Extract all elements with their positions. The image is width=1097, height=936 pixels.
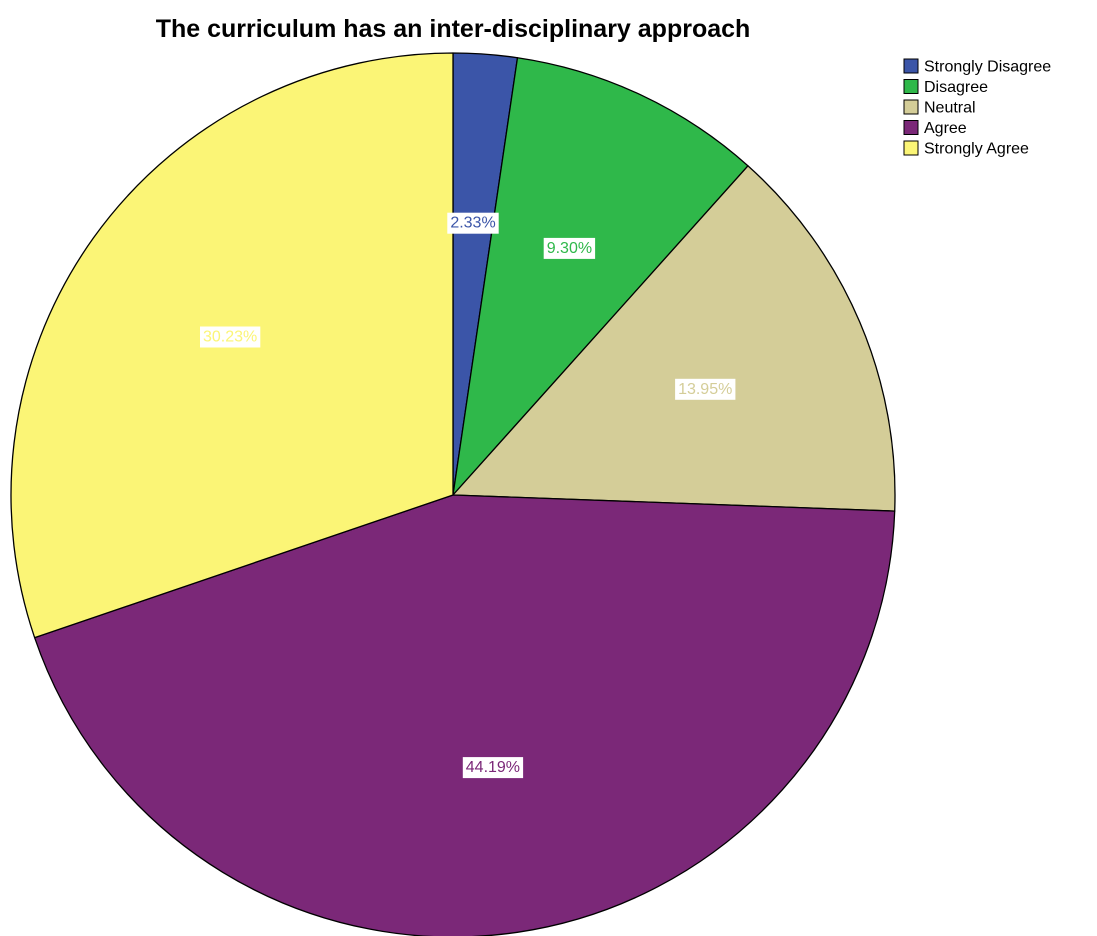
legend-item-agree: Agree [903,120,967,137]
data-label-box [447,212,499,234]
data-label-text: 13.95% [678,381,732,398]
legend-swatch [903,58,919,74]
legend-swatch [903,140,919,156]
data-labels: 2.33% 9.30% 13.95% 44.19% 30.23% [200,212,736,779]
data-label-neutral: 13.95% [675,378,736,400]
legend: Strongly Disagree Disagree Neutral Agree Str… [903,58,1051,158]
legend-item-disagree: Disagree [903,79,988,96]
pie-slice-agree [34,494,896,936]
data-label-box [462,757,524,779]
data-label-text: 9.30% [547,240,592,257]
legend-item-strongly-agree: Strongly Agree [903,140,1029,158]
legend-label: Strongly Agree [924,141,1029,158]
pie-slice-disagree [452,57,749,496]
data-label-strongly-disagree: 2.33% [447,212,499,234]
legend-swatch [903,79,919,94]
data-label-box [675,378,736,400]
legend-label: Disagree [924,79,988,96]
pie-slice-neutral [452,165,896,512]
chart-title: The curriculum has an inter-disciplinary… [156,15,751,43]
data-label-agree: 44.19% [462,757,524,779]
legend-item-strongly-disagree: Strongly Disagree [903,58,1051,76]
legend-item-neutral: Neutral [903,99,976,117]
data-label-disagree: 9.30% [543,237,596,259]
legend-swatch [903,120,919,135]
data-label-strongly-agree: 30.23% [200,326,261,348]
data-label-box [543,237,596,259]
data-label-box [200,326,261,348]
data-label-text: 44.19% [466,759,520,776]
legend-label: Agree [924,120,967,137]
legend-label: Strongly Disagree [924,59,1051,76]
data-label-text: 30.23% [203,329,257,346]
data-label-text: 2.33% [450,215,495,232]
pie-slices [10,52,896,936]
legend-swatch [903,99,919,115]
legend-label: Neutral [924,100,976,117]
